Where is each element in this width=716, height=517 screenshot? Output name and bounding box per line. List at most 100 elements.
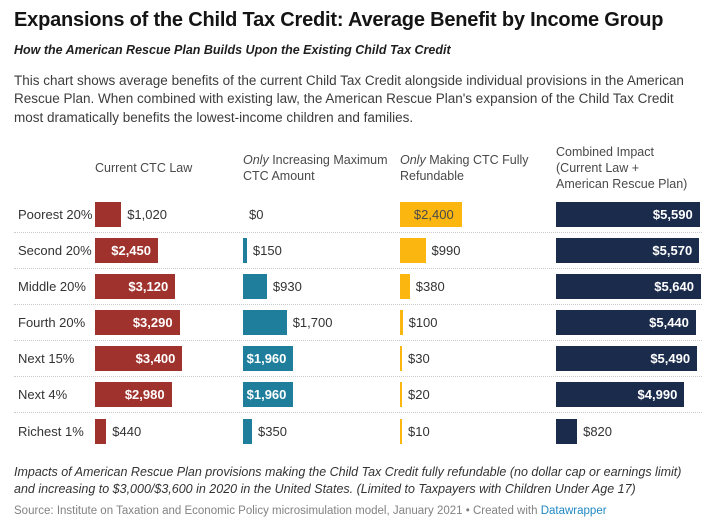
- bar-current-ctc-law: $2,450: [95, 238, 158, 264]
- cell-current-ctc-law: $1,020: [95, 202, 243, 228]
- chart-row: Poorest 20% $1,020 $0 $2,400 $5,590: [14, 197, 704, 234]
- cell-fully-refundable: $20: [400, 382, 556, 408]
- column-headers: Current CTC Law Only Increasing Maximum …: [14, 144, 702, 197]
- column-header-emphasis: Only: [400, 153, 430, 168]
- bar-combined-impact: $5,640: [556, 274, 701, 300]
- bar-value-label: $0: [249, 207, 264, 223]
- chart-title: Expansions of the Child Tax Credit: Aver…: [14, 9, 664, 31]
- cell-current-ctc-law: $2,450: [95, 238, 243, 264]
- cell-fully-refundable: $2,400: [400, 202, 556, 228]
- chart-subtitle: How the American Rescue Plan Builds Upon…: [14, 43, 451, 57]
- cell-combined-impact: $4,990: [556, 382, 704, 408]
- cell-increase-max-ctc: $1,960: [243, 346, 400, 372]
- column-header-label: Increasing Maximum CTC Amount: [243, 153, 388, 184]
- bar-value-label: $5,590: [652, 207, 693, 223]
- column-header-label: Making CTC Fully Refundable: [400, 153, 529, 184]
- cell-fully-refundable: $30: [400, 346, 556, 372]
- column-header-fully-refundable: Only Making CTC Fully Refundable: [400, 152, 556, 184]
- cell-increase-max-ctc: $0: [243, 202, 400, 227]
- bar-fully-refundable: [400, 346, 402, 372]
- bar-value-label: $1,700: [292, 315, 333, 331]
- cell-fully-refundable: $990: [400, 238, 556, 264]
- bar-fully-refundable: [400, 310, 403, 336]
- column-header-label: Current CTC Law: [95, 161, 193, 176]
- cell-increase-max-ctc: $1,700: [243, 310, 400, 336]
- bar-value-label: $3,120: [128, 279, 169, 295]
- bar-increase-max-ctc: [243, 310, 287, 336]
- chart-row: Fourth 20% $3,290 $1,700 $100 $5,440: [14, 305, 704, 342]
- cell-combined-impact: $5,590: [556, 202, 704, 228]
- bar-value-label: $10: [408, 423, 430, 439]
- cell-combined-impact: $5,490: [556, 346, 704, 372]
- bar-current-ctc-law: [95, 418, 107, 444]
- bar-increase-max-ctc: $1,960: [243, 382, 294, 408]
- bar-chart: Current CTC Law Only Increasing Maximum …: [14, 144, 702, 449]
- bar-fully-refundable: [400, 418, 402, 444]
- bar-current-ctc-law: $2,980: [95, 382, 172, 408]
- cell-increase-max-ctc: $150: [243, 238, 400, 264]
- bar-current-ctc-law: $3,290: [95, 310, 180, 336]
- bar-value-label: $150: [252, 243, 282, 259]
- cell-combined-impact: $5,570: [556, 238, 704, 264]
- chart-rows: Poorest 20% $1,020 $0 $2,400 $5,590 Second 20…: [14, 197, 702, 449]
- bar-value-label: $5,490: [650, 351, 691, 367]
- row-label: Next 15%: [18, 351, 75, 367]
- chart-footnote: Impacts of American Rescue Plan provisio…: [14, 465, 682, 497]
- cell-increase-max-ctc: $1,960: [243, 382, 400, 408]
- bar-value-label: $1,020: [127, 207, 167, 223]
- bar-value-label: $3,290: [132, 315, 173, 331]
- bar-combined-impact: $5,590: [556, 202, 700, 228]
- column-header-label: Combined Impact (Current Law + American …: [556, 145, 688, 192]
- column-header-current-ctc-law: Current CTC Law: [95, 160, 243, 176]
- row-label: Middle 20%: [18, 279, 86, 295]
- bar-value-label: $1,960: [246, 387, 287, 403]
- cell-fully-refundable: $380: [400, 274, 556, 300]
- bar-value-label: $30: [408, 351, 430, 367]
- cell-current-ctc-law: $440: [95, 418, 243, 444]
- bar-combined-impact: $5,570: [556, 238, 700, 264]
- bar-combined-impact: $5,440: [556, 310, 696, 336]
- source-text: Source: Institute on Taxation and Econom…: [14, 505, 541, 517]
- bar-value-label: $440: [112, 423, 142, 439]
- bar-value-label: $990: [431, 243, 461, 259]
- column-header-emphasis: Only: [243, 153, 273, 168]
- row-label: Richest 1%: [18, 423, 84, 439]
- chart-row: Richest 1% $440 $350 $10 $820: [14, 413, 702, 449]
- bar-combined-impact: $5,490: [556, 346, 698, 372]
- bar-increase-max-ctc: [243, 418, 252, 444]
- column-header-combined-impact: Combined Impact (Current Law + American …: [556, 144, 704, 192]
- chart-row: Second 20% $2,450 $150 $990 $5,570: [14, 233, 704, 270]
- cell-combined-impact: $5,440: [556, 310, 704, 336]
- cell-combined-impact: $820: [556, 418, 704, 444]
- cell-current-ctc-law: $3,290: [95, 310, 243, 336]
- bar-value-label: $5,440: [649, 315, 689, 331]
- bar-increase-max-ctc: $1,960: [243, 346, 294, 372]
- bar-value-label: $20: [408, 387, 430, 403]
- bar-value-label: $5,570: [652, 243, 693, 259]
- cell-fully-refundable: $100: [400, 310, 556, 336]
- datawrapper-link[interactable]: Datawrapper: [540, 505, 607, 517]
- bar-value-label: $3,400: [135, 351, 176, 367]
- bar-fully-refundable: [400, 382, 402, 408]
- bar-value-label: $930: [272, 279, 302, 295]
- cell-current-ctc-law: $3,400: [95, 346, 243, 372]
- bar-value-label: $380: [415, 279, 445, 295]
- cell-increase-max-ctc: $930: [243, 274, 400, 300]
- bar-fully-refundable: [400, 238, 426, 264]
- chart-row: Middle 20% $3,120 $930 $380 $5,640: [14, 269, 704, 306]
- bar-increase-max-ctc: [243, 274, 267, 300]
- chart-row: Next 15% $3,400 $1,960 $30 $5,490: [14, 341, 704, 378]
- row-label: Poorest 20%: [18, 207, 93, 223]
- row-label: Fourth 20%: [18, 315, 86, 331]
- bar-value-label: $2,400: [413, 207, 454, 223]
- bar-value-label: $820: [583, 423, 613, 439]
- row-label: Second 20%: [18, 243, 92, 259]
- cell-combined-impact: $5,640: [556, 274, 704, 300]
- bar-fully-refundable: $2,400: [400, 202, 462, 228]
- bar-current-ctc-law: $3,120: [95, 274, 176, 300]
- bar-value-label: $2,450: [111, 243, 151, 259]
- row-label: Next 4%: [18, 387, 68, 403]
- bar-value-label: $1,960: [246, 351, 287, 367]
- bar-value-label: $350: [258, 423, 287, 439]
